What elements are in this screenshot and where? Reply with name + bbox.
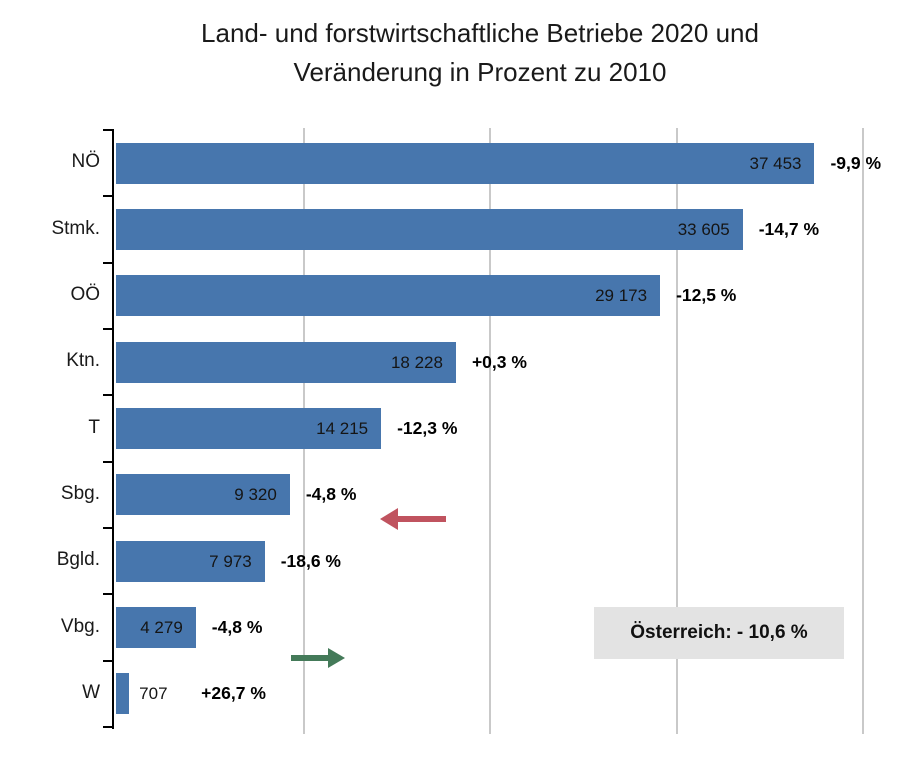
value-label: 37 453 [749,153,802,173]
value-label: 707 [139,684,168,704]
change-label: -12,3 % [397,418,458,438]
value-label: 29 173 [595,286,648,306]
chart-title-line2: Veränderung in Prozent zu 2010 [293,57,667,87]
bar-n [116,142,815,184]
change-label: -4,8 % [305,484,357,505]
axis-tick [103,195,113,198]
gridline-30000 [675,128,678,734]
category-label-sbg: Sbg. [60,482,100,504]
austria-total-box: Österreich: - 10,6 % [594,607,844,659]
value-label: 9 320 [234,485,277,505]
axis-tick [103,726,113,728]
change-label: +26,7 % [201,683,266,704]
change-label: -18,6 % [280,550,341,571]
change-label: -9,9 % [830,152,882,173]
axis-tick [103,261,113,264]
change-label: -4,8 % [211,617,263,637]
axis-tick [103,527,113,529]
change-label: -14,7 % [758,219,820,239]
category-label-o: OÖ [70,283,100,305]
chart-title-line1: Land- und forstwirtschaftliche Betriebe … [201,18,759,48]
category-label-bgld: Bgld. [56,549,100,571]
gridline-40000 [862,128,864,734]
bar-bgld [116,540,265,582]
axis-tick [103,460,113,463]
category-label-w: W [82,681,100,703]
bar-w [116,673,130,715]
category-label-vbg: Vbg. [60,615,100,637]
increase-arrow-icon [291,648,345,668]
axis-tick [103,659,113,662]
decrease-arrow-icon [380,508,446,530]
value-label: 14 215 [316,419,369,438]
axis-tick [103,129,113,131]
change-label: +0,3 % [471,351,527,372]
chart-title: Land- und forstwirtschaftliche Betriebe … [30,14,900,92]
axis-tick [103,328,113,330]
bar-stmk [116,209,743,250]
category-label-n: NÖ [71,151,101,173]
axis-tick [103,593,113,596]
bar-o [116,275,661,317]
austria-total-text: Österreich: - 10,6 % [630,622,808,643]
gridline-20000 [489,128,491,734]
axis-tick [103,394,113,397]
value-label: 18 228 [390,352,443,372]
value-label: 33 605 [677,220,730,239]
category-label-ktn: Ktn. [66,350,100,372]
value-label: 4 279 [140,618,183,637]
bar-vbg [116,607,196,648]
bar-t [116,408,382,449]
bar-ktn [116,341,456,383]
category-label-stmk: Stmk. [51,217,100,239]
category-axis-line [112,129,114,729]
category-label-t: T [88,416,100,438]
value-label: 7 973 [209,551,252,571]
bar-sbg [116,474,290,516]
change-label: -12,5 % [676,285,737,306]
